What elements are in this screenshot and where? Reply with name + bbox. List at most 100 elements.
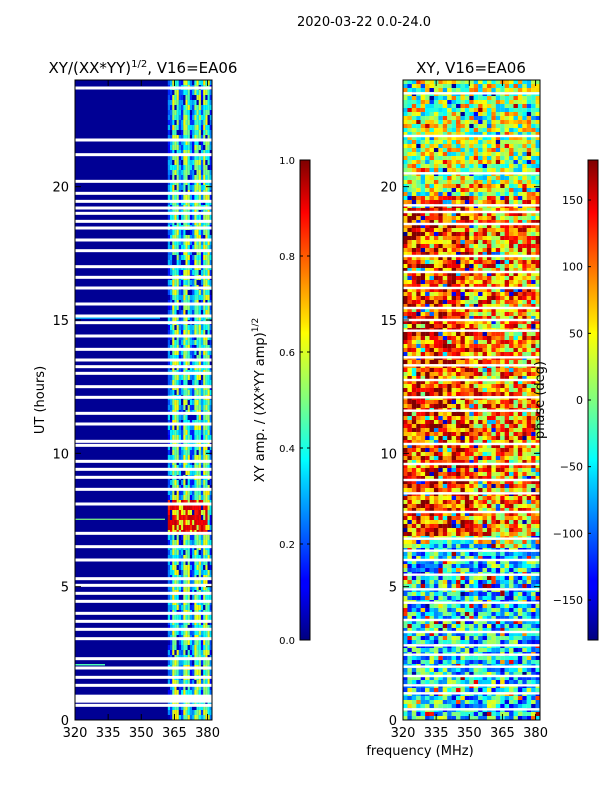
amplitude-cell xyxy=(170,690,173,695)
phase-cell xyxy=(464,680,470,684)
phase-cell xyxy=(460,528,465,532)
phase-cell xyxy=(456,500,461,504)
amplitude-cell xyxy=(181,195,184,200)
amplitude-cell xyxy=(205,170,208,175)
amplitude-cell xyxy=(170,555,173,560)
amplitude-cell xyxy=(200,425,204,430)
amplitude-cell xyxy=(194,235,197,240)
amplitude-cell xyxy=(196,310,199,315)
amplitude-cell xyxy=(167,105,171,110)
phase-cell xyxy=(438,508,443,512)
phase-cell xyxy=(442,440,448,444)
phase-cell xyxy=(447,640,452,644)
phase-cell xyxy=(416,472,421,476)
amplitude-cell xyxy=(167,295,171,300)
phase-cell xyxy=(416,184,421,188)
phase-cell xyxy=(420,412,426,416)
phase-cell xyxy=(403,416,408,420)
amplitude-cell xyxy=(176,505,179,510)
amplitude-cell xyxy=(194,170,197,175)
phase-cell xyxy=(407,248,412,252)
amplitude-cell xyxy=(189,290,193,295)
amplitude-cell xyxy=(194,360,197,365)
phase-cell xyxy=(447,552,452,556)
phase-cell xyxy=(442,164,448,168)
amplitude-cell xyxy=(209,660,212,665)
phase-cell xyxy=(442,316,448,320)
phase-cell xyxy=(425,272,430,276)
amplitude-cell xyxy=(194,435,197,440)
amplitude-cell xyxy=(172,435,175,440)
phase-cell xyxy=(411,436,417,440)
phase-cell xyxy=(407,372,412,376)
amplitude-cell xyxy=(205,155,208,160)
phase-cell xyxy=(429,464,435,468)
phase-cell xyxy=(403,672,408,676)
phase-cell xyxy=(416,292,421,296)
amplitude-cell xyxy=(185,145,188,150)
phase-cell xyxy=(460,160,465,164)
amplitude-cell xyxy=(207,565,210,570)
phase-cell xyxy=(460,80,465,84)
phase-cell xyxy=(403,236,408,240)
amplitude-cell xyxy=(183,550,186,555)
phase-cell xyxy=(420,400,426,404)
amplitude-cell xyxy=(198,240,201,245)
amplitude-cell xyxy=(196,525,199,530)
amplitude-cell xyxy=(200,305,204,310)
amplitude-cell xyxy=(170,390,173,395)
phase-cell xyxy=(460,344,465,348)
amplitude-title-main: XY/(XX*YY) xyxy=(49,59,132,77)
phase-cell xyxy=(464,704,470,708)
amplitude-cell xyxy=(167,140,171,145)
phase-cell xyxy=(416,240,421,244)
amplitude-cell xyxy=(176,360,179,365)
phase-cell xyxy=(438,560,443,564)
phase-cell xyxy=(442,84,448,88)
amplitude-gap xyxy=(75,637,212,641)
phase-cell xyxy=(403,168,408,172)
phase-cell xyxy=(420,388,426,392)
amplitude-cell xyxy=(183,150,186,155)
phase-cell xyxy=(425,284,430,288)
phase-cell xyxy=(438,280,443,284)
phase-cell xyxy=(403,184,408,188)
phase-cell xyxy=(416,560,421,564)
phase-cell xyxy=(447,612,452,616)
amplitude-cell xyxy=(194,555,197,560)
phase-cell xyxy=(442,496,448,500)
phase-cell xyxy=(425,500,430,504)
phase-cell xyxy=(447,596,452,600)
phase-cell xyxy=(411,468,417,472)
phase-cell xyxy=(464,484,470,488)
phase-cell xyxy=(407,164,412,168)
amplitude-cell xyxy=(200,710,204,715)
amplitude-cell xyxy=(174,330,177,335)
phase-cell xyxy=(411,256,417,260)
amplitude-cell xyxy=(167,435,171,440)
amplitude-cell xyxy=(183,470,186,475)
amplitude-cell xyxy=(189,490,193,495)
amplitude-cell xyxy=(192,595,195,600)
phase-cell xyxy=(447,188,452,192)
phase-cell xyxy=(407,212,412,216)
amplitude-colorbar-tick-label: 0.2 xyxy=(279,540,295,551)
amplitude-cell xyxy=(200,240,204,245)
amplitude-cell xyxy=(198,250,201,255)
phase-cell xyxy=(416,576,421,580)
amplitude-cell xyxy=(205,375,208,380)
phase-cell xyxy=(429,472,435,476)
phase-cell xyxy=(456,340,461,344)
amplitude-cell xyxy=(200,165,204,170)
amplitude-cell xyxy=(187,605,190,610)
amplitude-cell xyxy=(170,540,173,545)
phase-cell xyxy=(460,628,465,632)
amplitude-cell xyxy=(174,135,177,140)
amplitude-cell xyxy=(174,705,177,710)
phase-cell xyxy=(464,580,470,584)
phase-cell xyxy=(456,320,461,324)
phase-cell xyxy=(416,336,421,340)
amplitude-cell xyxy=(196,630,199,635)
phase-cell xyxy=(411,164,417,168)
phase-cell xyxy=(407,424,412,428)
